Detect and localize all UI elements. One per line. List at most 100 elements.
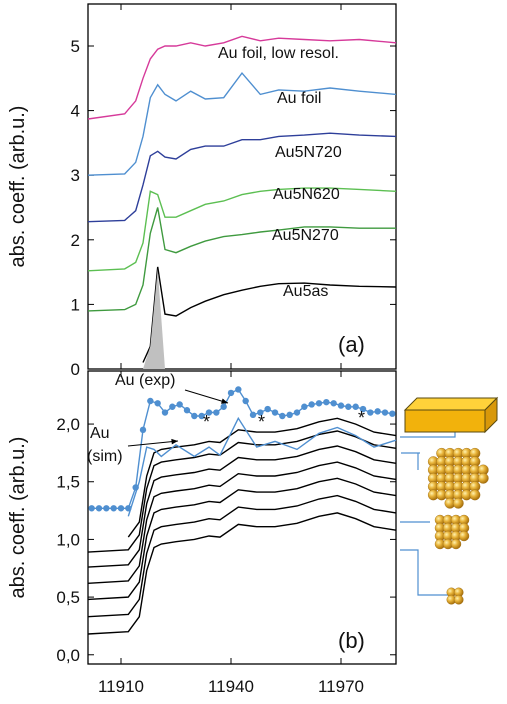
line — [87, 71, 397, 176]
atom — [452, 497, 464, 509]
series-label: Au foil — [277, 90, 321, 107]
annotation: * — [258, 412, 265, 432]
area — [143, 268, 165, 369]
marker — [117, 505, 125, 512]
y-tick-label: 1,0 — [56, 530, 80, 549]
arrow-head — [221, 398, 228, 404]
series-label: Au5as — [283, 283, 328, 300]
marker — [88, 505, 95, 512]
marker — [367, 409, 374, 416]
atom — [477, 472, 489, 484]
arrow-head — [171, 438, 178, 445]
marker — [330, 400, 337, 407]
marker — [147, 397, 154, 405]
marker — [169, 403, 176, 410]
marker — [132, 484, 139, 491]
marker — [345, 403, 352, 410]
line — [87, 445, 397, 568]
marker — [264, 405, 271, 413]
connector — [400, 432, 456, 438]
marker — [220, 403, 227, 410]
marker — [198, 412, 205, 420]
marker — [242, 397, 249, 405]
arrow — [127, 440, 179, 447]
line — [87, 512, 397, 635]
y-tick-label: 1 — [71, 295, 80, 314]
series-label: Au5N620 — [273, 186, 340, 203]
x-tick-label: 11970 — [318, 677, 364, 696]
line — [87, 132, 397, 223]
y-tick-label: 2 — [71, 231, 80, 250]
line — [142, 266, 397, 363]
y-tick-label: 0 — [71, 360, 80, 379]
marker — [213, 409, 220, 416]
y-tick-label: 0,5 — [56, 588, 80, 607]
marker — [359, 405, 367, 413]
annotation: Au — [90, 425, 110, 442]
y-tick-label: 4 — [71, 102, 80, 121]
annotation: (sim) — [87, 448, 123, 465]
marker — [389, 410, 396, 417]
y-axis-label: abs. coeff. (arb.u.) — [7, 106, 29, 268]
marker — [257, 409, 264, 416]
connector — [400, 549, 450, 596]
marker — [249, 411, 257, 419]
series-label: Au (exp) — [115, 372, 175, 389]
line — [87, 187, 397, 272]
icons — [400, 432, 456, 596]
y-tick-label: 3 — [71, 166, 80, 185]
atom — [450, 538, 462, 550]
marker — [205, 409, 213, 416]
line — [87, 477, 397, 601]
marker — [286, 411, 293, 419]
atom — [458, 530, 470, 542]
plot-frame — [87, 370, 397, 665]
y-axis-label: abs. coeff. (arb.u.) — [7, 437, 29, 599]
y-tick-label: 1,5 — [56, 473, 80, 492]
clusters — [427, 447, 489, 605]
marker — [279, 412, 286, 420]
gold-bar — [403, 396, 499, 434]
annotation: (b) — [338, 628, 365, 653]
marker — [293, 409, 301, 416]
marker — [381, 409, 389, 416]
series-label: Au5N720 — [275, 144, 342, 161]
marker — [191, 412, 198, 420]
line — [87, 461, 397, 584]
y-tick-label: 0,0 — [56, 646, 80, 665]
line — [127, 416, 397, 517]
marker — [315, 400, 323, 407]
marker — [95, 505, 103, 512]
marker — [110, 505, 117, 512]
marker — [183, 407, 191, 414]
line — [87, 494, 397, 618]
marker — [139, 426, 147, 434]
marker — [271, 409, 279, 416]
x-tick-label: 11940 — [208, 677, 254, 696]
marker — [125, 505, 132, 512]
line — [87, 207, 396, 312]
marker — [176, 401, 183, 408]
marker — [227, 389, 235, 397]
arrow — [184, 389, 229, 404]
marker — [352, 403, 359, 410]
plot-frame — [87, 3, 397, 370]
series-label: Au5N270 — [272, 227, 339, 244]
atom — [469, 489, 481, 501]
marker — [337, 402, 345, 409]
marker — [103, 505, 110, 512]
marker — [374, 408, 381, 415]
marker — [323, 398, 330, 406]
marker — [308, 401, 315, 408]
y-tick-label: 2,0 — [56, 415, 80, 434]
annotation: * — [203, 412, 210, 432]
marker — [301, 403, 308, 410]
marker — [235, 386, 242, 393]
x-tick-label: 11910 — [98, 677, 144, 696]
marker — [161, 409, 169, 416]
series-label: Au foil, low resol. — [218, 45, 339, 62]
annotation: (a) — [338, 332, 365, 357]
marker — [154, 400, 161, 407]
